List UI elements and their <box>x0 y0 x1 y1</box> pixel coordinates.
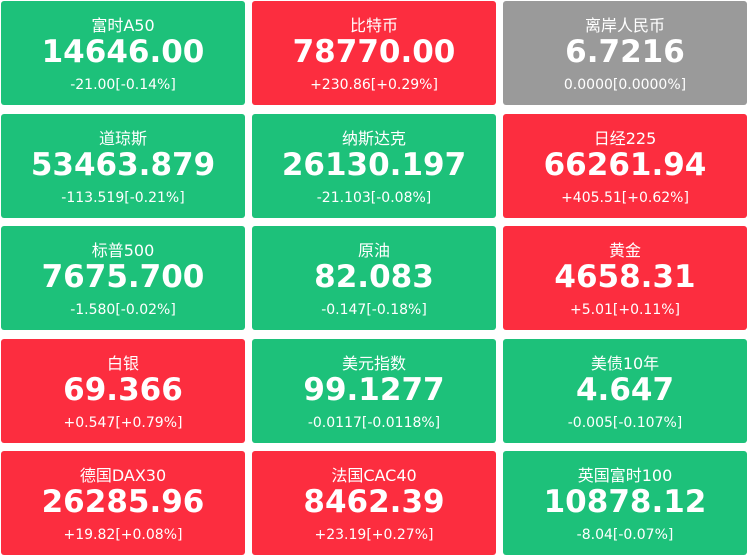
tile-value: 66261.94 <box>543 146 707 183</box>
tile-value: 78770.00 <box>292 34 456 70</box>
tile-name: 原油 <box>357 241 390 260</box>
market-tile[interactable]: 美债10年 4.647 -0.005[-0.107%] <box>503 338 747 443</box>
tile-name: 道琼斯 <box>98 128 147 148</box>
tile-change: -21.103[-0.08%] <box>316 189 432 206</box>
tile-change: +23.19[+0.27%] <box>314 527 434 543</box>
tile-value: 4.647 <box>575 371 675 408</box>
tile-value: 26130.197 <box>281 146 467 183</box>
tile-value: 26285.96 <box>41 484 205 520</box>
market-tile[interactable]: 道琼斯 53463.879 -113.519[-0.21%] <box>1 113 245 218</box>
tile-value: 7675.700 <box>41 259 205 295</box>
tile-value: 99.1277 <box>303 371 445 408</box>
tile-change: -0.0117[-0.0118%] <box>307 414 441 431</box>
tile-change: 0.0000[0.0000%] <box>563 77 687 93</box>
tile-value: 53463.879 <box>30 146 216 183</box>
market-tile[interactable]: 白银 69.366 +0.547[+0.79%] <box>1 338 245 443</box>
tile-change: -8.04[-0.07%] <box>576 527 674 543</box>
tile-name: 标普500 <box>91 241 155 260</box>
tile-name: 离岸人民币 <box>584 16 665 35</box>
market-tile[interactable]: 英国富时100 10878.12 -8.04[-0.07%] <box>503 451 747 555</box>
tile-change: +5.01[+0.11%] <box>569 302 681 318</box>
tile-value: 6.7216 <box>565 34 685 70</box>
tile-value: 69.366 <box>63 371 183 408</box>
tile-name: 富时A50 <box>91 16 155 35</box>
tile-change: -0.005[-0.107%] <box>567 414 683 431</box>
tile-name: 美元指数 <box>341 353 406 373</box>
market-tile[interactable]: 美元指数 99.1277 -0.0117[-0.0118%] <box>252 338 496 443</box>
tile-change: +0.547[+0.79%] <box>63 414 183 431</box>
tile-name: 白银 <box>106 353 139 373</box>
tile-value: 82.083 <box>314 259 434 295</box>
market-tile[interactable]: 富时A50 14646.00 -21.00[-0.14%] <box>1 1 245 105</box>
market-tile[interactable]: 原油 82.083 -0.147[-0.18%] <box>252 226 496 330</box>
tile-change: +405.51[+0.62%] <box>561 189 689 206</box>
tile-name: 英国富时100 <box>577 466 673 485</box>
tile-name: 日经225 <box>593 128 657 148</box>
tile-change: -113.519[-0.21%] <box>61 189 185 206</box>
tile-change: +19.82[+0.08%] <box>63 527 183 543</box>
market-tile[interactable]: 标普500 7675.700 -1.580[-0.02%] <box>1 226 245 330</box>
market-tile[interactable]: 德国DAX30 26285.96 +19.82[+0.08%] <box>1 451 245 555</box>
tile-name: 美债10年 <box>590 353 660 373</box>
tile-change: -1.580[-0.02%] <box>70 302 176 318</box>
tile-name: 纳斯达克 <box>341 128 406 148</box>
tile-value: 4658.31 <box>554 259 696 295</box>
tile-name: 法国CAC40 <box>331 466 417 485</box>
tile-value: 14646.00 <box>41 34 205 70</box>
tile-value: 10878.12 <box>543 484 707 520</box>
tile-change: -21.00[-0.14%] <box>70 77 176 93</box>
market-tile[interactable]: 日经225 66261.94 +405.51[+0.62%] <box>503 113 747 218</box>
tile-change: +230.86[+0.29%] <box>310 77 438 93</box>
tile-name: 德国DAX30 <box>79 466 167 485</box>
tile-name: 黄金 <box>608 241 641 260</box>
tile-change: -0.147[-0.18%] <box>321 302 427 318</box>
tile-value: 8462.39 <box>303 484 445 520</box>
market-tile[interactable]: 比特币 78770.00 +230.86[+0.29%] <box>252 1 496 105</box>
tile-name: 比特币 <box>349 16 398 35</box>
market-tile[interactable]: 黄金 4658.31 +5.01[+0.11%] <box>503 226 747 330</box>
market-tile[interactable]: 纳斯达克 26130.197 -21.103[-0.08%] <box>252 113 496 218</box>
market-tile[interactable]: 法国CAC40 8462.39 +23.19[+0.27%] <box>252 451 496 555</box>
market-tile[interactable]: 离岸人民币 6.7216 0.0000[0.0000%] <box>503 1 747 105</box>
